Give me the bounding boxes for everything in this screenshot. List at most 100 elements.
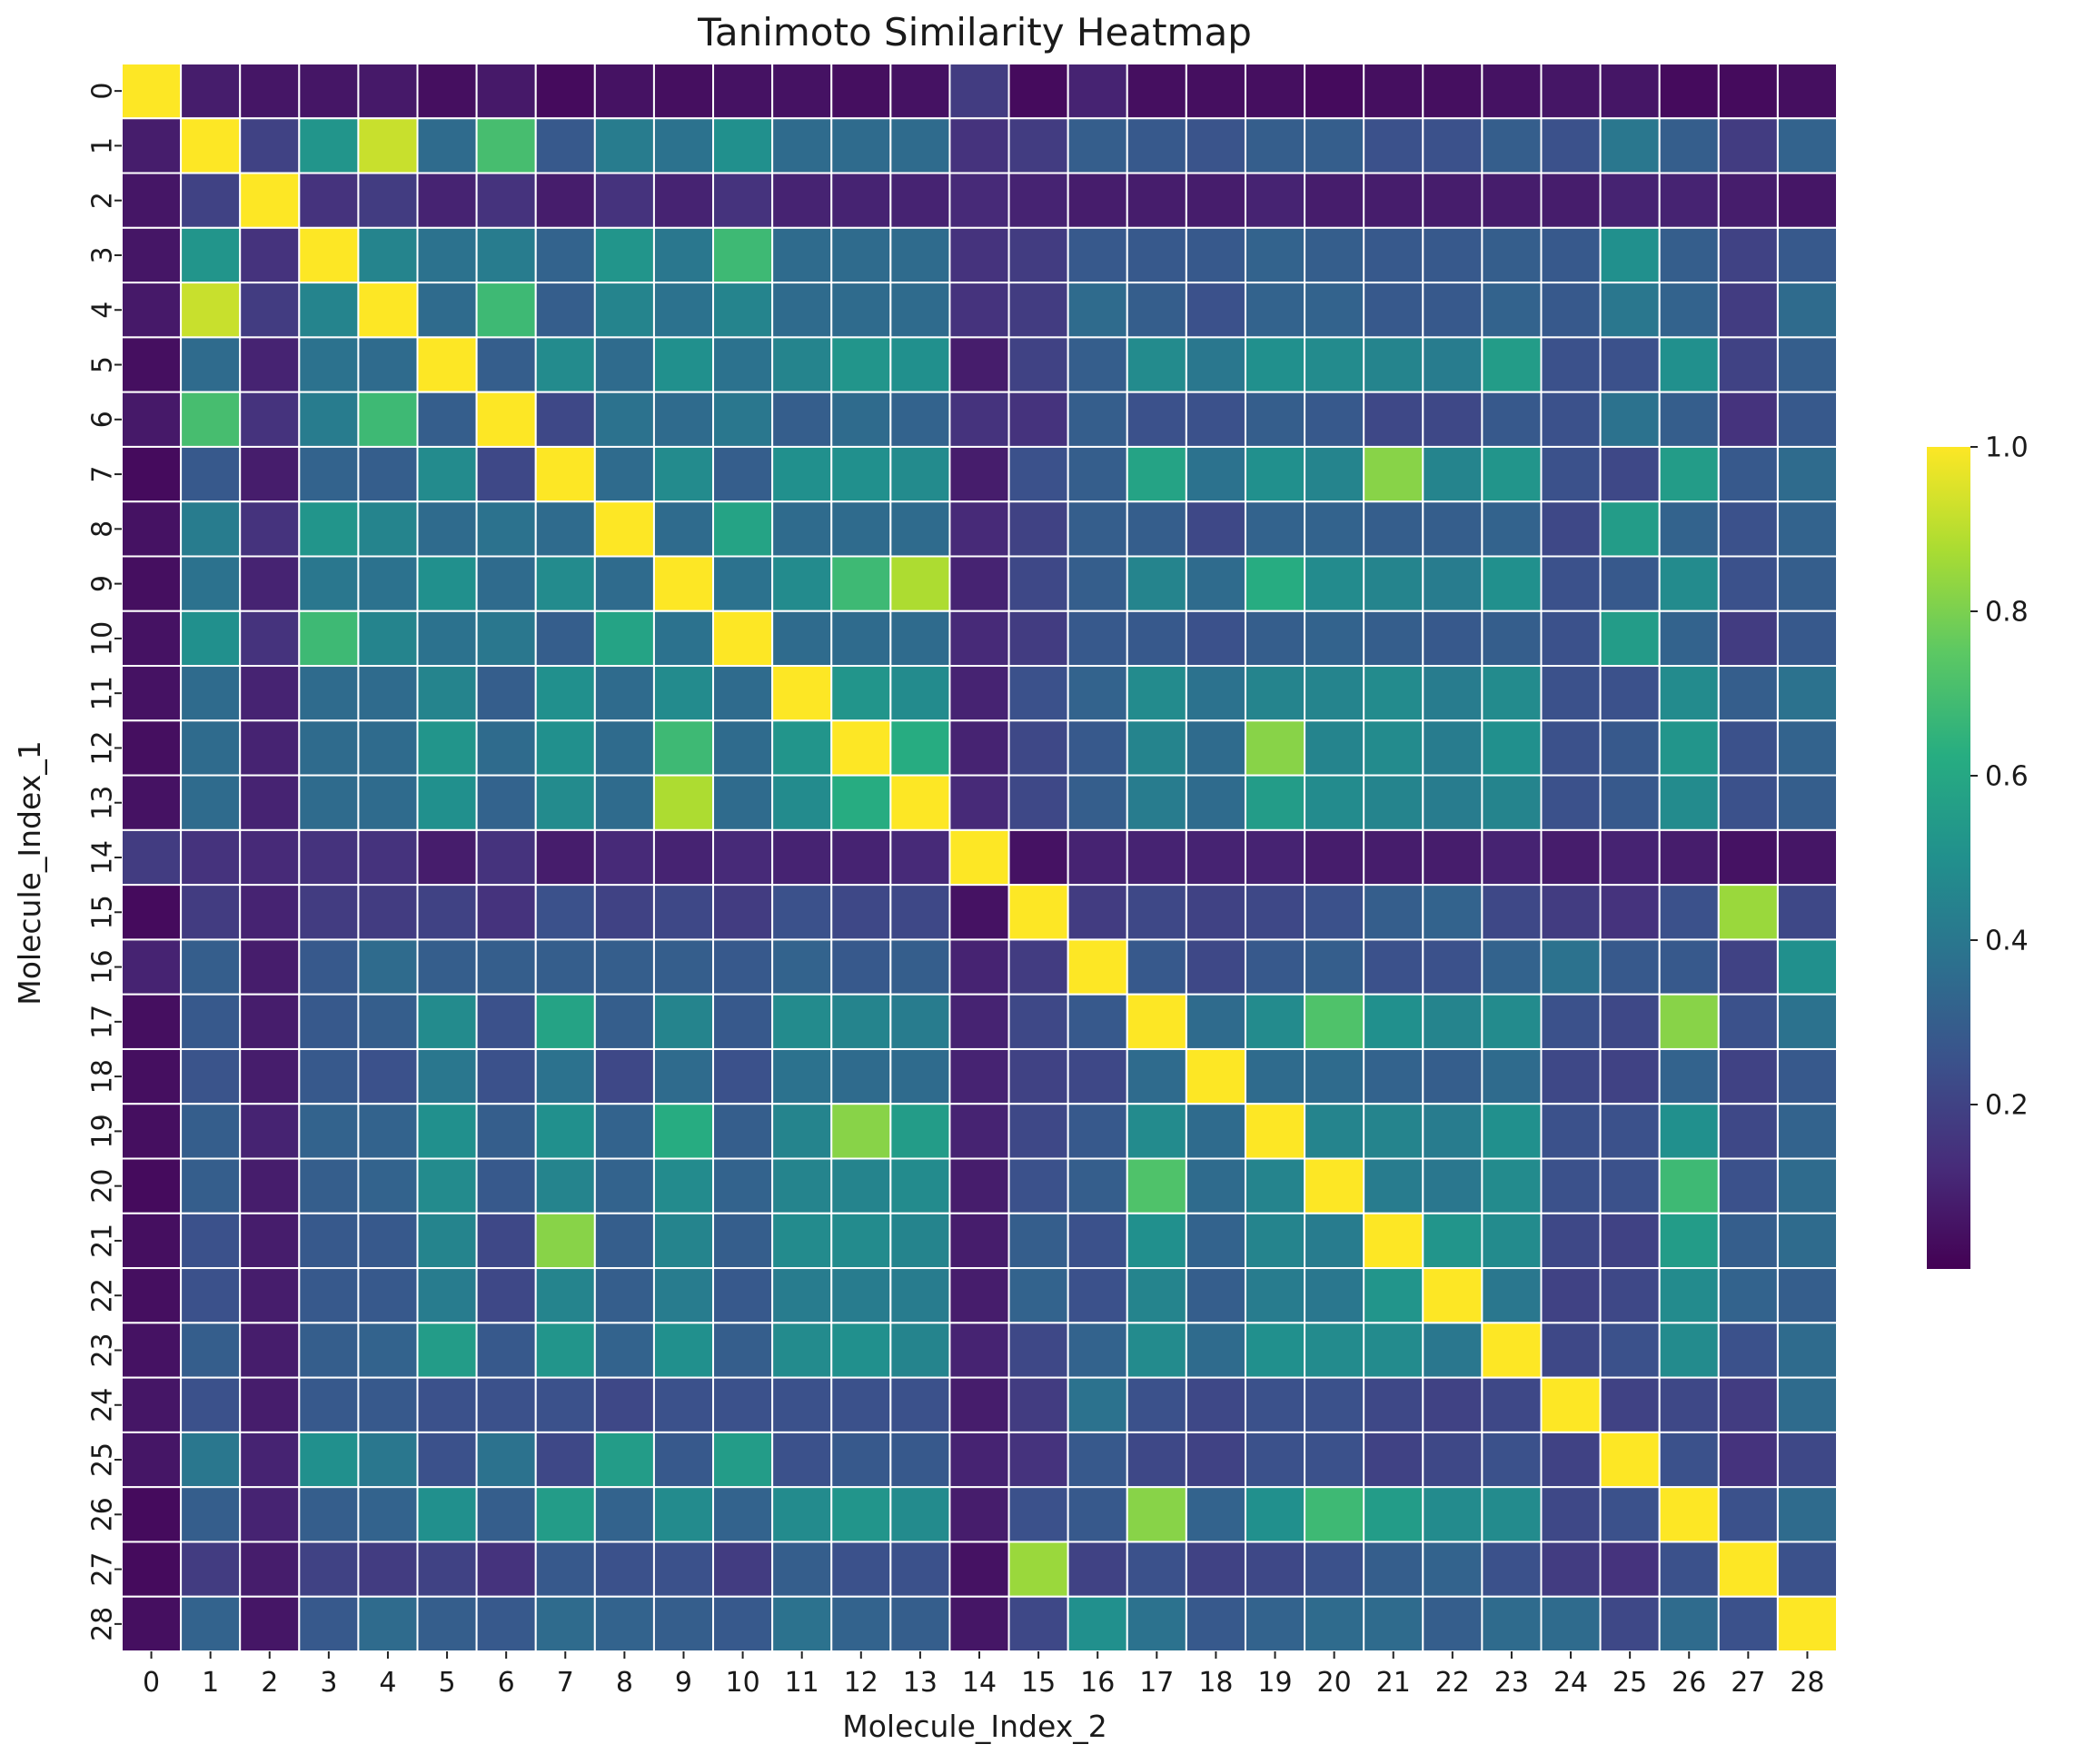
heatmap-cell-9-9 [652,555,715,612]
heatmap-cell-4-26 [1658,282,1720,339]
heatmap-cell-22-3 [298,1267,360,1324]
heatmap-cell-22-21 [1363,1267,1424,1324]
heatmap-cell-15-1 [180,884,242,941]
heatmap-cell-17-23 [1481,993,1543,1050]
heatmap-cell-3-6 [475,226,537,284]
heatmap-cell-14-27 [1717,828,1779,887]
heatmap-cell-24-5 [416,1376,478,1433]
heatmap-cell-6-17 [1126,391,1187,448]
heatmap-cell-2-9 [652,172,715,229]
heatmap-cell-9-1 [180,555,242,612]
heatmap-cell-11-5 [416,665,478,722]
heatmap-cell-26-10 [712,1486,774,1543]
heatmap-cell-28-24 [1540,1595,1602,1652]
heatmap-cell-7-20 [1304,445,1365,503]
heatmap-cell-14-3 [298,828,360,887]
heatmap-cell-26-8 [593,1486,655,1543]
heatmap-cell-4-6 [475,282,537,339]
y-tick-label: 2 [87,192,119,209]
heatmap-cell-26-14 [948,1486,1010,1543]
heatmap-cell-11-12 [830,665,892,722]
heatmap-cell-12-4 [357,719,419,777]
heatmap-cell-26-11 [771,1486,833,1543]
y-tick-label: 28 [87,1607,119,1641]
heatmap-cell-0-18 [1185,63,1246,120]
heatmap-cell-8-19 [1244,500,1306,558]
heatmap-cell-25-3 [298,1431,360,1489]
heatmap-cell-10-5 [416,609,478,668]
heatmap-cell-22-5 [416,1267,478,1324]
heatmap-cell-27-0 [121,1541,183,1598]
heatmap-cell-22-10 [712,1267,774,1324]
heatmap-cell-12-26 [1658,719,1720,777]
x-tick-label: 24 [1553,1667,1588,1699]
x-tick-label: 8 [616,1667,633,1699]
heatmap-cell-1-7 [534,117,596,174]
heatmap-cell-11-13 [889,665,951,722]
heatmap-cell-28-7 [534,1595,596,1652]
heatmap-cell-2-19 [1244,172,1306,229]
y-tick-label: 25 [87,1442,119,1477]
heatmap-cell-5-27 [1717,336,1779,393]
heatmap-cell-4-10 [712,282,774,339]
heatmap-cell-2-24 [1540,172,1602,229]
heatmap-cell-24-16 [1067,1376,1128,1433]
heatmap-cell-4-8 [593,282,655,339]
heatmap-cell-5-26 [1658,336,1720,393]
heatmap-cell-8-24 [1540,500,1602,558]
heatmap-cell-4-4 [357,282,419,339]
heatmap-cell-6-25 [1599,391,1661,448]
heatmap-cell-25-10 [712,1431,774,1489]
heatmap-cell-1-21 [1363,117,1424,174]
heatmap-cell-5-20 [1304,336,1365,393]
heatmap-cell-0-9 [652,63,715,120]
x-tick-label: 27 [1731,1667,1765,1699]
heatmap-cell-23-16 [1067,1322,1128,1379]
heatmap-cell-15-2 [239,884,301,941]
heatmap-cell-19-20 [1304,1103,1365,1160]
x-tick-label: 23 [1494,1667,1529,1699]
heatmap-cell-9-16 [1067,555,1128,612]
heatmap-cell-15-26 [1658,884,1720,941]
heatmap-cell-21-19 [1244,1212,1306,1270]
heatmap-cell-26-22 [1422,1486,1484,1543]
heatmap-cell-26-19 [1244,1486,1306,1543]
heatmap-cell-26-7 [534,1486,596,1543]
heatmap-cell-25-8 [593,1431,655,1489]
heatmap-cell-25-14 [948,1431,1010,1489]
heatmap-cell-2-12 [830,172,892,229]
heatmap-cell-3-7 [534,226,596,284]
heatmap-cell-28-18 [1185,1595,1246,1652]
heatmap-cell-10-7 [534,609,596,668]
heatmap-cell-12-27 [1717,719,1779,777]
heatmap-cell-27-9 [652,1541,715,1598]
heatmap-cell-2-8 [593,172,655,229]
heatmap-cell-26-1 [180,1486,242,1543]
heatmap-cell-4-27 [1717,282,1779,339]
heatmap-cell-12-20 [1304,719,1365,777]
heatmap-cell-18-14 [948,1047,1010,1105]
heatmap-cell-10-4 [357,609,419,668]
y-tick-label: 19 [87,1114,119,1148]
y-tick-label: 6 [87,411,119,428]
y-tick-label: 8 [87,520,119,538]
heatmap-cell-15-21 [1363,884,1424,941]
heatmap-cell-14-19 [1244,828,1306,887]
heatmap-cell-7-24 [1540,445,1602,503]
heatmap-cell-22-4 [357,1267,419,1324]
heatmap-cell-26-18 [1185,1486,1246,1543]
heatmap-cell-6-26 [1658,391,1720,448]
heatmap-cell-18-1 [180,1047,242,1105]
heatmap-cell-5-15 [1007,336,1069,393]
heatmap-cell-4-13 [889,282,951,339]
heatmap-cell-8-13 [889,500,951,558]
heatmap-cell-5-9 [652,336,715,393]
heatmap-cell-5-24 [1540,336,1602,393]
heatmap-cell-11-21 [1363,665,1424,722]
heatmap-cell-20-15 [1007,1157,1069,1214]
heatmap-cell-28-15 [1007,1595,1069,1652]
heatmap-cell-3-20 [1304,226,1365,284]
heatmap-cell-7-5 [416,445,478,503]
heatmap-cell-2-17 [1126,172,1187,229]
